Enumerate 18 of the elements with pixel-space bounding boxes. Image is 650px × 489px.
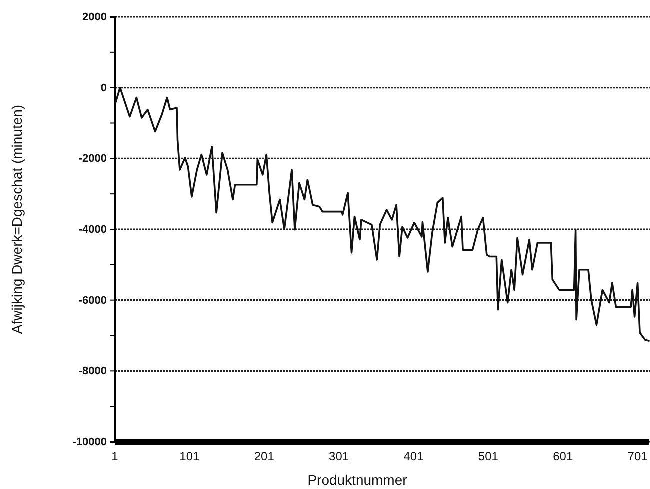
y-tick-label: 2000 (82, 12, 107, 24)
x-tick-label: 701 (628, 450, 648, 464)
y-tick-label: 0 (100, 82, 107, 94)
y-tick-label: -4000 (78, 224, 107, 236)
x-tick-label: 601 (553, 450, 574, 464)
line-series (114, 86, 650, 342)
y-tick-label: -2000 (78, 153, 107, 166)
x-tick-label: 301 (329, 450, 350, 464)
x-tick-label: 501 (478, 450, 499, 464)
y-axis-title: Afwijking Dwerk=Dgeschat (minuten) (9, 104, 25, 334)
x-tick-label: 101 (180, 450, 200, 464)
y-tick-label: -8000 (78, 366, 107, 378)
x-axis-title: Produktnummer (308, 472, 408, 488)
x-tick-label: 401 (404, 450, 424, 464)
y-tick-label: -6000 (78, 294, 107, 307)
y-tick-label: -10000 (72, 436, 107, 449)
x-tick-label: 201 (254, 450, 275, 464)
x-tick-label: 1 (112, 450, 119, 464)
